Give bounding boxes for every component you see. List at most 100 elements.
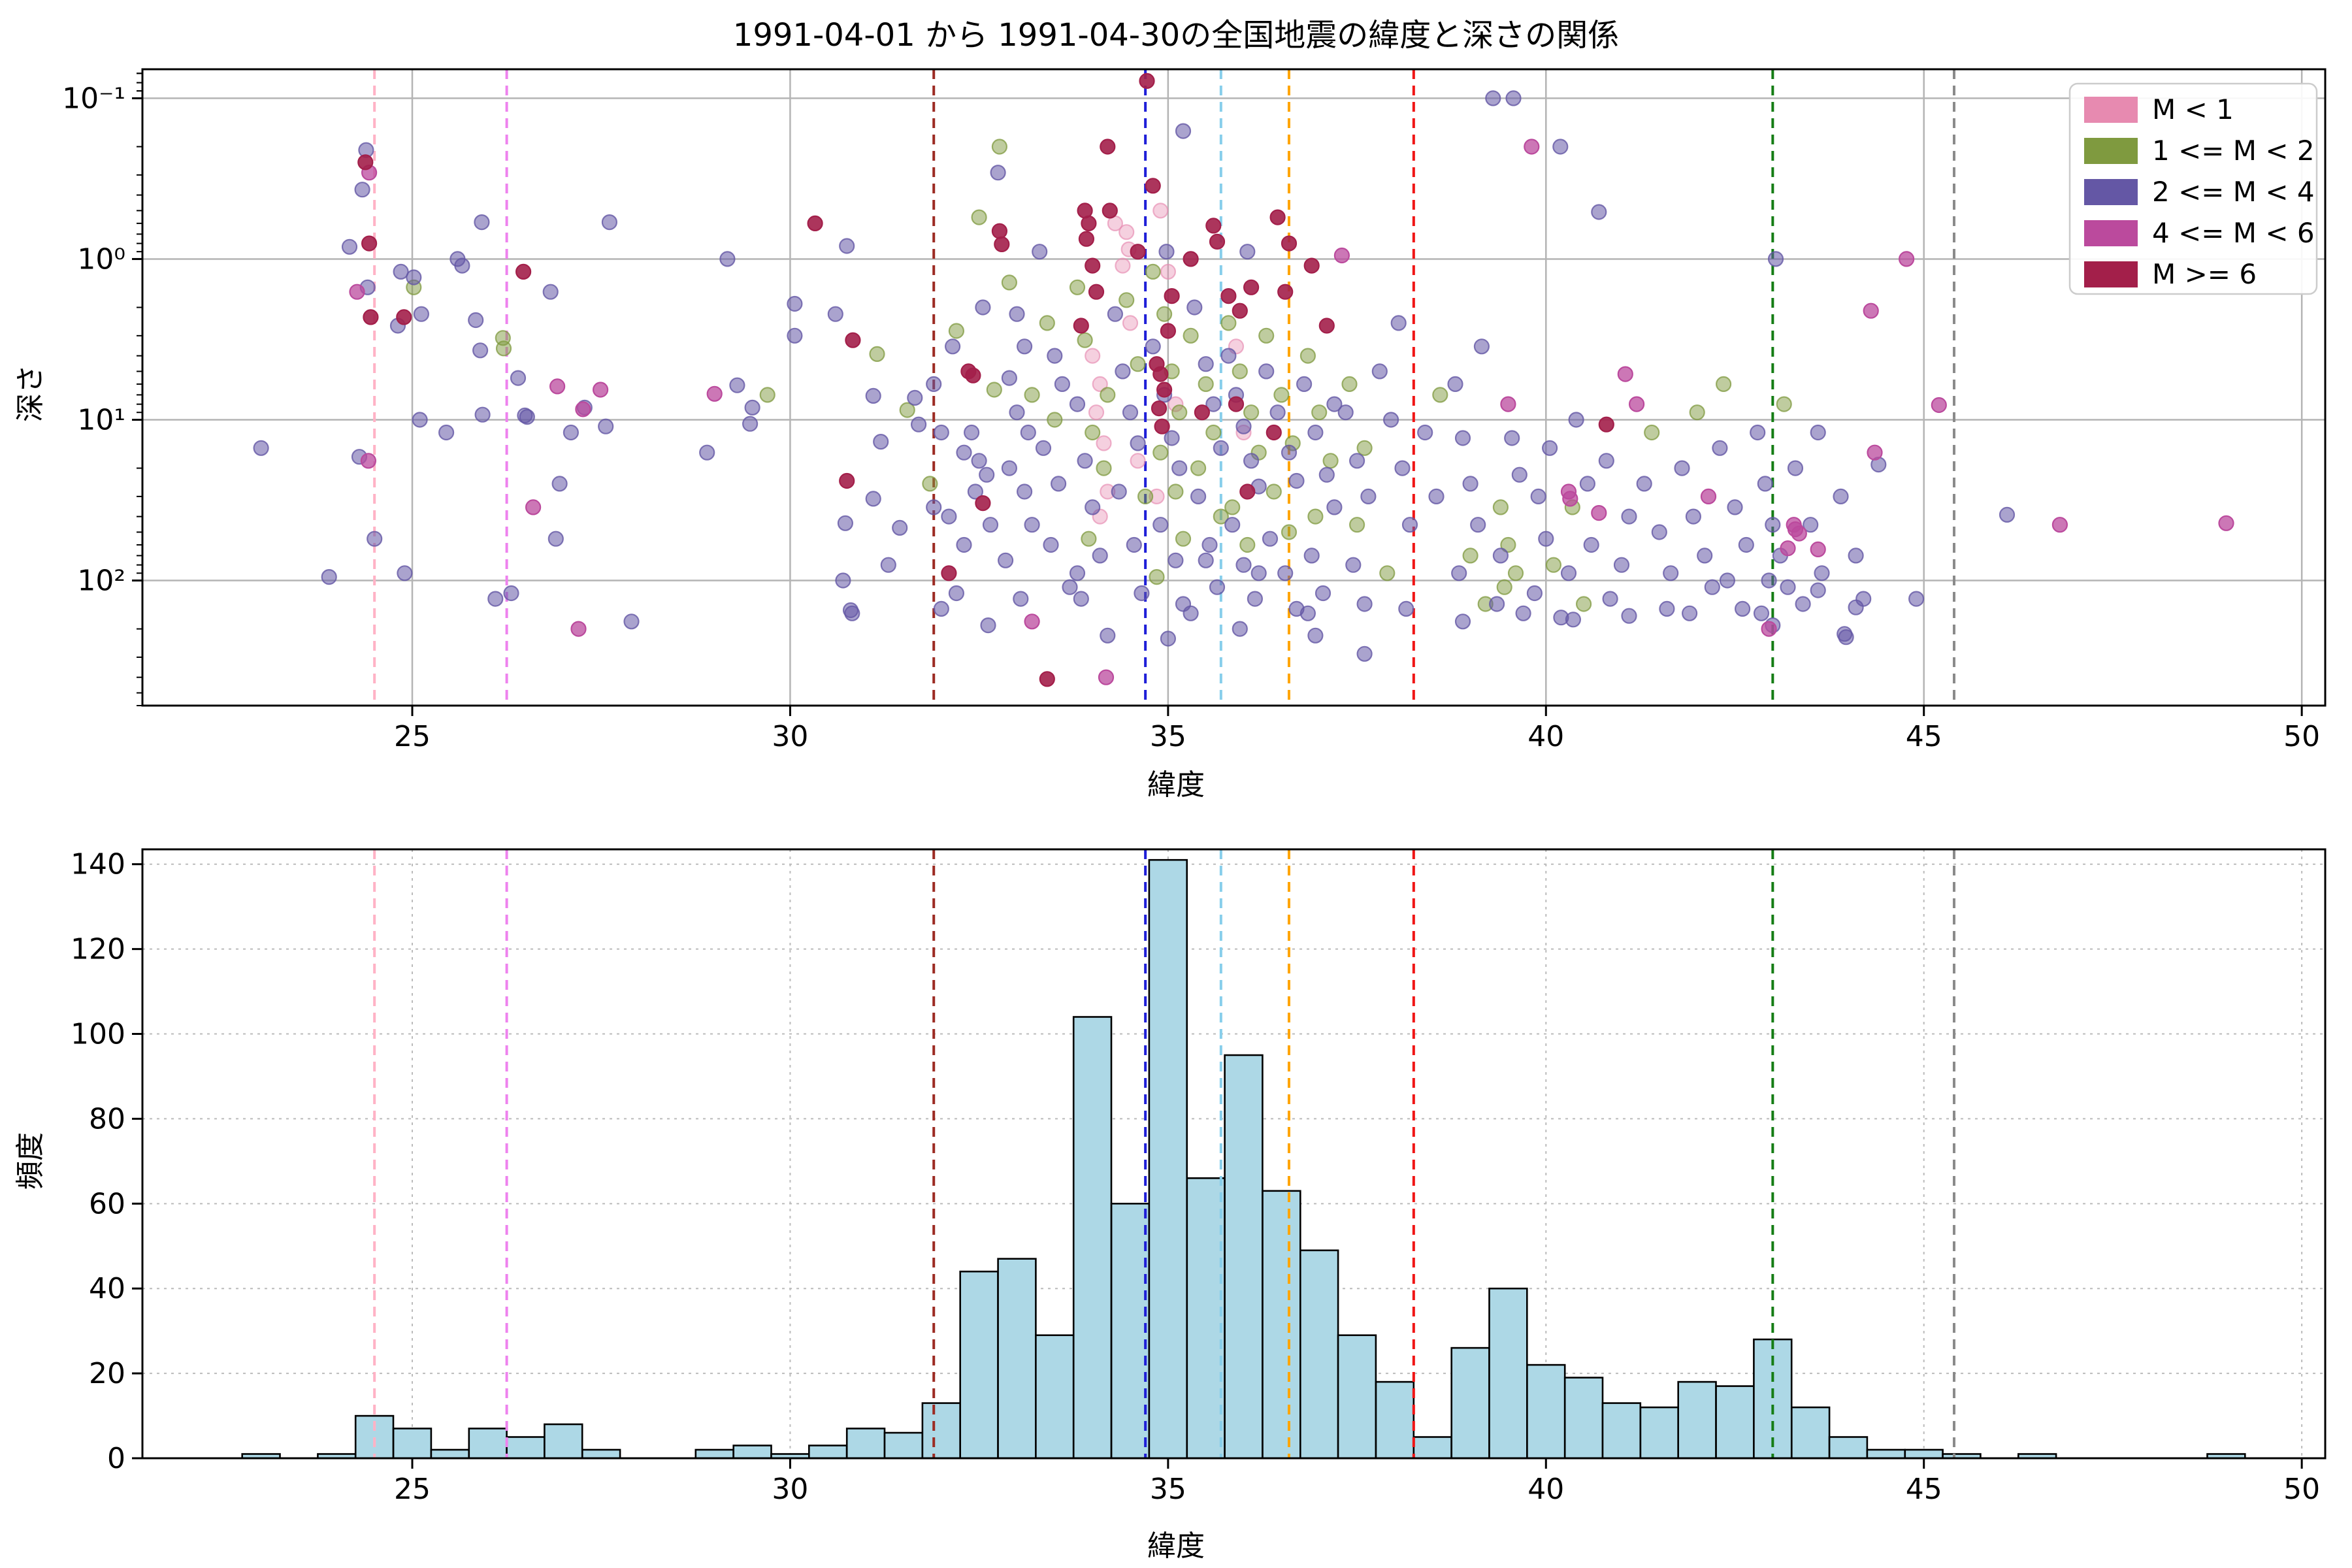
scatter-point <box>1009 404 1025 421</box>
scatter-point <box>1168 552 1184 568</box>
scatter-point <box>1175 531 1192 547</box>
scatter-point <box>1394 460 1411 476</box>
scatter-point <box>1659 600 1675 617</box>
scatter-point <box>1704 579 1720 595</box>
scatter-point <box>1228 396 1245 412</box>
y-tick-label: 120 <box>71 933 125 966</box>
scatter-point <box>1088 284 1105 300</box>
scatter-series-2 <box>253 90 2016 662</box>
histogram-bar <box>581 1448 621 1460</box>
histogram-bar <box>1375 1380 1415 1460</box>
scatter-point <box>1266 424 1282 441</box>
scatter-point <box>1213 508 1229 525</box>
scatter-point <box>1050 476 1067 492</box>
scatter-point <box>1098 669 1115 685</box>
scatter-point <box>1156 382 1173 398</box>
scatter-point <box>787 327 803 344</box>
scatter-point <box>474 406 491 423</box>
scatter-point <box>1152 203 1169 219</box>
y-tick-label: 10⁻¹ <box>62 82 125 115</box>
histogram-ylabel: 頻度 <box>14 1132 47 1190</box>
scatter-point <box>1085 257 1101 274</box>
scatter-point <box>1243 279 1260 295</box>
scatter-point <box>1250 565 1267 581</box>
scatter-point <box>1735 600 1751 617</box>
scatter-point <box>1515 605 1531 621</box>
histogram-bar <box>997 1258 1037 1460</box>
scatter-point <box>1863 302 1879 319</box>
scatter-point <box>1761 572 1777 589</box>
scatter-point <box>910 416 927 433</box>
scatter-point <box>468 312 484 329</box>
scatter-point <box>354 182 370 198</box>
figure-title: 1991-04-01 から 1991-04-30の全国地震の緯度と深さの関係 <box>732 17 1620 54</box>
scatter-point <box>1266 483 1282 500</box>
scatter-point <box>1761 621 1777 637</box>
y-tick-label: 10² <box>77 564 125 598</box>
scatter-point <box>1054 376 1071 393</box>
scatter-point <box>922 476 938 492</box>
scatter-point <box>519 408 535 425</box>
scatter-point <box>349 284 365 300</box>
scatter-point <box>1757 476 1773 492</box>
scatter-point <box>1020 424 1036 441</box>
scatter-point <box>990 165 1006 181</box>
scatter-point <box>487 591 504 607</box>
scatter-point <box>933 600 949 617</box>
x-tick-label: 35 <box>1150 720 1186 753</box>
x-tick-label: 25 <box>394 1473 431 1506</box>
scatter-point <box>1682 605 1698 621</box>
scatter-point <box>1288 472 1305 489</box>
scatter-point <box>1787 460 1804 476</box>
y-tick-label: 40 <box>89 1272 125 1305</box>
x-tick-label: 30 <box>772 720 808 753</box>
scatter-point <box>321 568 337 585</box>
scatter-point <box>438 424 455 441</box>
histogram-bar <box>1413 1436 1452 1460</box>
scatter-point <box>1644 424 1660 441</box>
scatter-point <box>1379 565 1396 581</box>
scatter-point <box>744 399 760 416</box>
histogram-bar <box>1677 1380 1717 1460</box>
scatter-point <box>956 444 972 461</box>
scatter-point <box>1205 396 1222 412</box>
scatter-point <box>1753 605 1770 621</box>
scatter-point <box>598 418 614 434</box>
scatter-point <box>975 299 991 316</box>
scatter-point <box>1833 488 1849 505</box>
scatter-point <box>892 519 908 536</box>
scatter-point <box>1024 613 1040 630</box>
scatter-point <box>941 508 957 525</box>
scatter-point <box>759 387 776 403</box>
scatter-point <box>1417 424 1433 441</box>
scatter-point <box>837 515 854 531</box>
scatter-point <box>367 531 383 547</box>
scatter-point <box>525 499 542 515</box>
scatter-point <box>1235 557 1252 573</box>
scatter-point <box>1001 460 1018 476</box>
histogram-bar <box>732 1445 772 1460</box>
scatter-point <box>1183 251 1199 267</box>
scatter-point <box>1069 565 1086 581</box>
scatter-point <box>1492 499 1509 515</box>
scatter-point <box>1356 440 1373 456</box>
scatter-point <box>1485 90 1501 106</box>
scatter-point <box>396 309 412 325</box>
scatter-point <box>1562 491 1578 507</box>
scatter-point <box>948 323 965 339</box>
scatter-point <box>474 214 490 231</box>
histogram-bar <box>506 1436 546 1460</box>
scatter-point <box>1220 288 1237 304</box>
scatter-point <box>991 139 1008 155</box>
scatter-point <box>1160 323 1177 339</box>
scatter-point <box>742 416 759 432</box>
scatter-point <box>1001 370 1018 386</box>
scatter-point <box>1130 453 1146 469</box>
scatter-point <box>1175 123 1192 139</box>
scatter-point <box>1209 579 1226 595</box>
scatter-point <box>1326 396 1343 412</box>
scatter-point <box>787 295 803 312</box>
scatter-point <box>706 385 723 402</box>
scatter-point <box>1122 315 1139 331</box>
